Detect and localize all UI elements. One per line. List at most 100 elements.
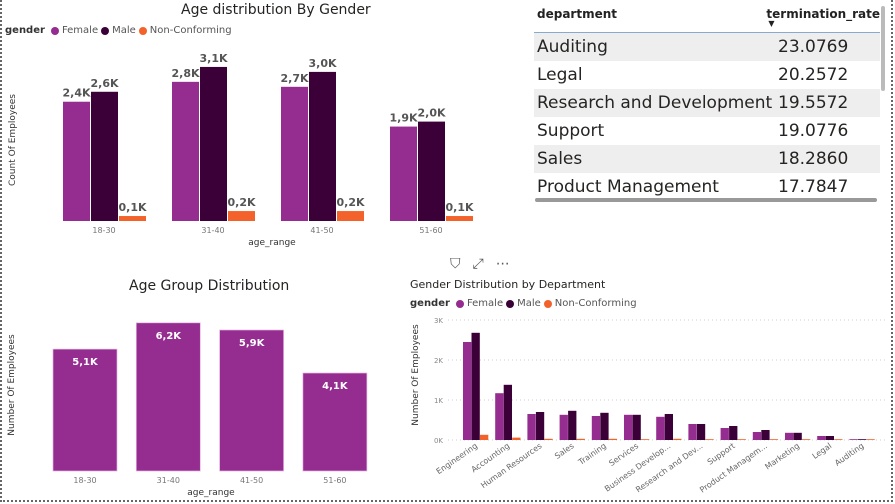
bar-non-conforming-Business Develop...[interactable] [673, 438, 682, 440]
bar-non-conforming-Legal[interactable] [834, 439, 843, 440]
bar-non-conforming-Sales[interactable] [576, 438, 585, 440]
legend-nc[interactable]: Non-Conforming [149, 25, 232, 36]
table-row[interactable]: Research and Development 19.5572 [534, 89, 880, 117]
table-row[interactable]: Sales 18.2860 [534, 145, 880, 173]
bar-non-conforming-18-30[interactable] [119, 216, 146, 221]
bar-non-conforming-Accounting[interactable] [512, 437, 521, 440]
bar-female-Legal[interactable] [817, 436, 826, 440]
bar-female-Research and Dev...[interactable] [688, 424, 697, 440]
bar-male-18-30[interactable] [91, 91, 118, 221]
cell-termination-rate: 18.2860 [778, 149, 849, 169]
bar-female-Sales[interactable] [559, 414, 568, 440]
bar-female-Auditing[interactable] [849, 439, 858, 440]
bar-male-Support[interactable] [729, 426, 738, 440]
bar-female-Support[interactable] [720, 428, 729, 440]
bar-female-Business Develop...[interactable] [656, 416, 665, 440]
chart2-title: Age Group Distribution [129, 278, 290, 294]
bar-male-Training[interactable] [600, 412, 609, 440]
bar-male-Accounting[interactable] [503, 384, 512, 440]
table-horizontal-scrollbar[interactable] [535, 198, 877, 202]
bar-non-conforming-51-60[interactable] [446, 216, 473, 221]
table-row[interactable]: Auditing 23.0769 [534, 33, 880, 61]
age-group-chart[interactable]: 5,1K 18-30 6,2K 31-40 5,9K 41-50 4,1K 51-60 age_… [0, 0, 400, 504]
bar-non-conforming-31-40[interactable] [228, 211, 255, 221]
legend-male[interactable]: Male [517, 298, 541, 309]
bar-non-conforming-Research and Dev...[interactable] [705, 439, 714, 440]
bar-51-60[interactable] [302, 372, 368, 472]
filter-icon[interactable]: ⛉ [450, 256, 461, 272]
bar-female-Engineering[interactable] [463, 342, 472, 440]
x-tick-label: Legal [811, 441, 834, 461]
legend-nc[interactable]: Non-Conforming [554, 298, 637, 309]
bar-female-Human Resources[interactable] [527, 414, 536, 440]
bar-female-Marketing[interactable] [785, 432, 794, 440]
cell-department: Sales [537, 149, 583, 169]
bar-non-conforming-Product Managem...[interactable] [769, 439, 779, 440]
y-tick-label: 1K [434, 397, 443, 405]
bar-non-conforming-Support[interactable] [737, 439, 746, 440]
bar-non-conforming-Marketing[interactable] [802, 439, 811, 440]
legend-male[interactable]: Male [112, 25, 136, 36]
header-termination-rate[interactable]: termination_rate ▼ [766, 0, 880, 32]
bar-female-Services[interactable] [624, 414, 633, 440]
bar-female-Product Managem...[interactable] [752, 432, 762, 440]
bar-female-51-60[interactable] [390, 126, 417, 221]
bar-male-Human Resources[interactable] [535, 412, 545, 440]
cell-department: Research and Development [537, 93, 773, 113]
bar-male-Marketing[interactable] [793, 432, 802, 440]
table-row[interactable]: Support 19.0776 [534, 117, 880, 145]
x-tick-label: 41-50 [310, 226, 333, 235]
table-vertical-scrollbar[interactable] [881, 6, 885, 91]
bar-male-31-40[interactable] [200, 66, 227, 222]
bar-female-31-40[interactable] [172, 81, 199, 221]
cell-department: Legal [537, 65, 583, 85]
table-row[interactable]: Legal 20.2572 [534, 61, 880, 89]
male-dot-icon [506, 299, 515, 308]
bar-male-Legal[interactable] [825, 436, 834, 440]
header-department[interactable]: department [537, 7, 617, 21]
more-options-icon[interactable]: ⋯ [495, 256, 510, 272]
bar-non-conforming-Human Resources[interactable] [544, 438, 553, 440]
bar-male-Services[interactable] [632, 414, 641, 440]
table-row[interactable]: Product Management 17.7847 [534, 173, 880, 201]
age-by-gender-chart[interactable]: 2,4K2,6K 0,1K 18-30 2,8K3,1K 0,2K 31-40 2,7K3,… [0, 0, 530, 250]
bar-female-41-50[interactable] [281, 86, 308, 221]
bar-male-Research and Dev...[interactable] [696, 424, 706, 440]
bar-male-41-50[interactable] [309, 71, 336, 222]
data-label: 2,6K [90, 77, 118, 90]
nc-dot-icon [138, 26, 147, 35]
bar-41-50[interactable] [219, 329, 284, 472]
bar-female-Accounting[interactable] [495, 393, 504, 440]
bar-non-conforming-41-50[interactable] [337, 211, 364, 221]
cell-department: Product Management [537, 177, 719, 197]
x-tick-label: Training [576, 441, 608, 467]
table-header: department termination_rate ▼ [534, 0, 880, 33]
bar-female-18-30[interactable] [63, 101, 90, 221]
data-label: 2,7K [280, 72, 308, 85]
focus-mode-icon[interactable]: ⤢ [472, 256, 484, 272]
bar-male-Business Develop...[interactable] [664, 414, 673, 440]
bar-male-Engineering[interactable] [471, 332, 480, 440]
bar-non-conforming-Engineering[interactable] [480, 434, 489, 440]
bar-non-conforming-Services[interactable] [641, 439, 650, 440]
x-axis-title: age_range [187, 488, 235, 498]
male-dot-icon [101, 26, 110, 35]
legend-female[interactable]: Female [466, 298, 504, 309]
bar-non-conforming-Training[interactable] [608, 438, 618, 440]
female-dot-icon [455, 299, 464, 308]
bar-18-30[interactable] [52, 348, 118, 472]
chart3-legend: gender Female Male Non-Conforming [410, 298, 637, 309]
chart1-legend: gender Female Male Non-Conforming [5, 25, 232, 36]
bar-male-Auditing[interactable] [857, 439, 867, 440]
bar-31-40[interactable] [135, 322, 201, 472]
legend-female[interactable]: Female [61, 25, 99, 36]
bar-male-Sales[interactable] [568, 410, 577, 440]
bar-male-Product Managem...[interactable] [761, 430, 770, 440]
bar-male-51-60[interactable] [418, 121, 445, 221]
x-tick-label: Sales [553, 441, 576, 461]
bar-non-conforming-Auditing[interactable] [866, 439, 875, 440]
bar-female-Training[interactable] [591, 416, 601, 440]
data-label: 1,9K [389, 112, 417, 125]
y-tick-label: 0K [434, 437, 443, 445]
